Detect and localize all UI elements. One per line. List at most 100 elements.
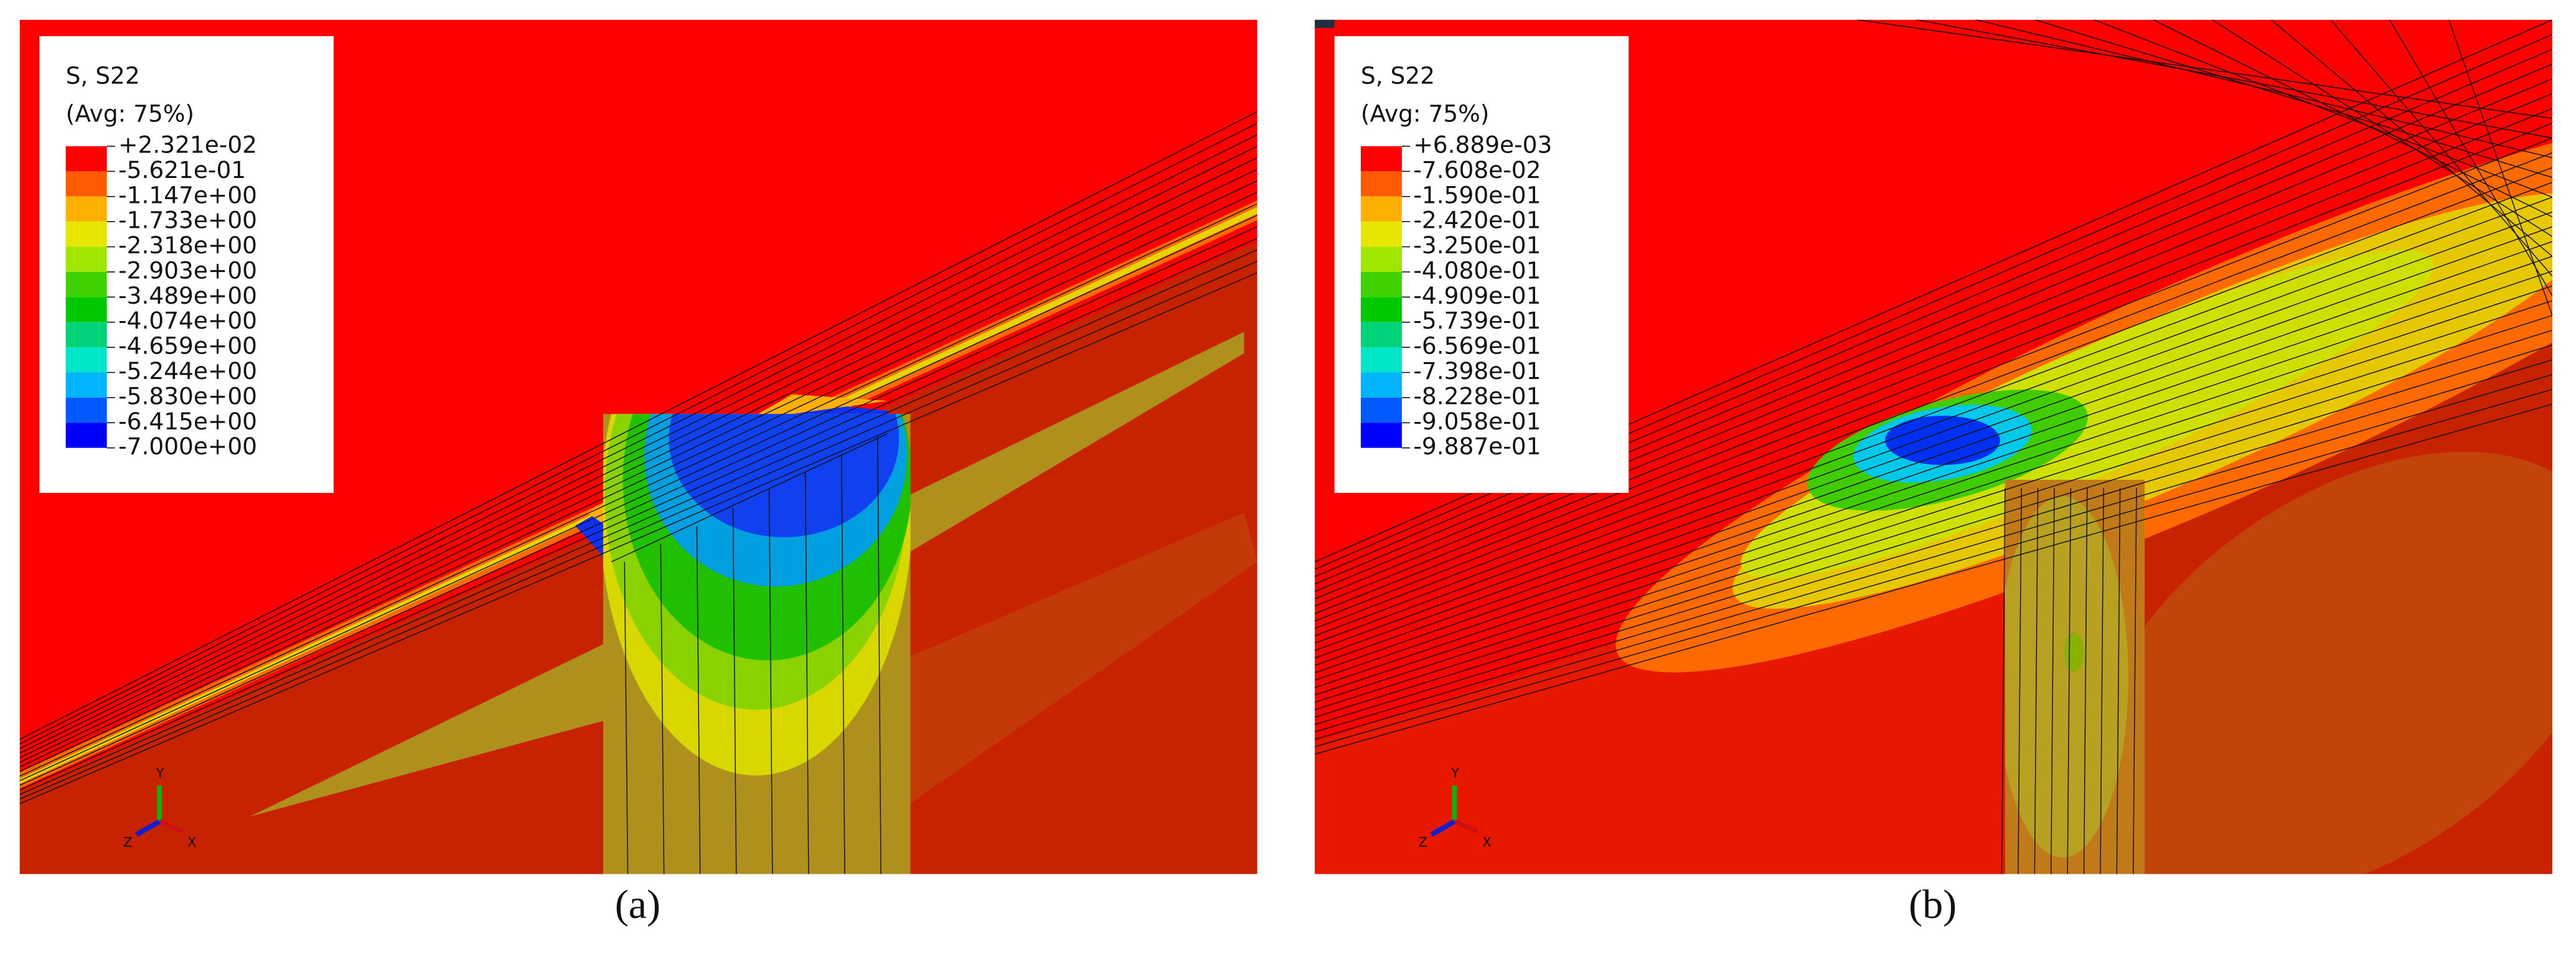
- legend-swatch: [65, 297, 107, 322]
- mesh-line: [19, 272, 1257, 805]
- legend-label: -5.244e+00: [118, 357, 257, 385]
- mesh-line: [877, 435, 881, 874]
- legend-swatch: [1360, 347, 1402, 373]
- legend-swatch: [1360, 246, 1402, 272]
- legend-swatch: [65, 196, 107, 222]
- legend-swatch: [65, 322, 107, 348]
- triad-label-x: X: [187, 834, 196, 849]
- panel-b: S, S22 (Avg: 75%) +6.889e-03-7.608e-02-1.5…: [1315, 19, 2552, 927]
- legend-label: +2.321e-02: [118, 131, 257, 158]
- mesh-line: [1315, 197, 2552, 652]
- legend-label: -1.147e+00: [118, 181, 257, 208]
- mesh-line: [19, 157, 1257, 759]
- triad-z: [135, 819, 161, 837]
- mesh-line: [1315, 329, 2552, 718]
- legend-label: -9.058e-01: [1413, 408, 1541, 435]
- legend-label: -3.489e+00: [118, 282, 257, 309]
- legend-swatch: [65, 146, 107, 172]
- mesh-line: [696, 525, 701, 874]
- mesh-line: [19, 249, 1257, 795]
- mesh-line: [1315, 211, 2552, 659]
- legend: S, S22 (Avg: 75%) +2.321e-02-5.621e-01-1.1…: [39, 36, 334, 494]
- legend-label: -4.080e-01: [1413, 256, 1541, 284]
- legend-swatch: [65, 271, 107, 297]
- legend-label: -7.398e-01: [1413, 357, 1541, 385]
- triad-x: [1453, 819, 1478, 834]
- mesh-line: [1315, 123, 2552, 614]
- mesh-line: [19, 169, 1257, 763]
- mesh-line: [1315, 403, 2552, 755]
- mesh-line: [768, 489, 773, 874]
- mesh-line: [19, 123, 1257, 745]
- mesh-line: [2067, 488, 2072, 874]
- legend-swatch: [1360, 196, 1402, 222]
- mesh-line: [2153, 19, 2552, 218]
- legend-swatch: [1360, 271, 1402, 297]
- contour-plot: [1315, 19, 2552, 874]
- mesh-line: [1315, 138, 2552, 622]
- contour-plot: [19, 19, 1257, 874]
- legend-label: -4.909e-01: [1413, 282, 1541, 309]
- mesh-line: [2018, 488, 2022, 874]
- legend-title: S, S22: [66, 62, 140, 90]
- legend-label: -1.733e+00: [118, 207, 257, 234]
- legend-label: -7.000e+00: [118, 433, 257, 460]
- legend-label: -5.621e-01: [118, 156, 246, 184]
- mesh-line: [1315, 63, 2552, 585]
- triad-label-y: Y: [156, 765, 164, 780]
- legend-swatch: [1360, 222, 1402, 247]
- legend-label: -6.569e-01: [1413, 332, 1541, 360]
- panel-a: S, S22 (Avg: 75%) +2.321e-02-5.621e-01-1.1…: [19, 19, 1257, 927]
- mesh-line: [2050, 488, 2055, 874]
- mesh-line: [19, 146, 1257, 754]
- axis-triad: Y Z X: [1418, 765, 1491, 849]
- mesh-line: [1315, 182, 2552, 644]
- caption: (a): [615, 882, 660, 927]
- mesh-line: [1315, 389, 2552, 747]
- mesh-line: [2034, 19, 2552, 178]
- legend-swatch: [1360, 171, 1402, 197]
- triad-label-z: Z: [1418, 834, 1427, 849]
- legend-swatch: [1360, 322, 1402, 348]
- mesh-line: [1315, 167, 2552, 637]
- mesh-line: [1315, 285, 2552, 696]
- mesh-line: [19, 203, 1257, 777]
- triad-label-z: Z: [123, 834, 132, 849]
- mesh-line: [1315, 108, 2552, 607]
- legend-label: -2.420e-01: [1413, 207, 1541, 234]
- mesh-line: [611, 433, 888, 563]
- legend-swatch: [65, 423, 107, 448]
- mesh-line: [2389, 19, 2552, 296]
- mesh-line: [19, 192, 1257, 772]
- legend-swatch: [1360, 146, 1402, 172]
- mesh-line: [19, 226, 1257, 786]
- legend-swatch: [65, 372, 107, 398]
- mesh-line: [1315, 226, 2552, 666]
- legend-label: -8.228e-01: [1413, 382, 1541, 409]
- mesh-line: [732, 507, 737, 874]
- mesh-line: [2448, 19, 2552, 316]
- legend-label: -4.659e+00: [118, 332, 257, 360]
- legend-label: -5.739e-01: [1413, 307, 1541, 334]
- mesh-line: [624, 561, 629, 874]
- legend-swatch: [65, 171, 107, 197]
- legend-swatch: [65, 222, 107, 247]
- legend-swatch: [1360, 297, 1402, 322]
- mesh-line: [2212, 19, 2552, 237]
- mesh-line: [1315, 152, 2552, 629]
- mesh-line: [660, 543, 665, 874]
- legend-swatch: [65, 397, 107, 423]
- legend-label: +6.889e-03: [1413, 131, 1552, 158]
- legend-label: -2.903e+00: [118, 256, 257, 284]
- mesh-line: [1315, 78, 2552, 592]
- legend-swatch: [65, 347, 107, 373]
- mesh-line: [19, 261, 1257, 800]
- legend-label: -2.318e+00: [118, 232, 257, 259]
- legend-label: -3.250e-01: [1413, 232, 1541, 259]
- legend-swatch: [1360, 423, 1402, 448]
- legend-label: -4.074e+00: [118, 307, 257, 334]
- mesh-line: [2034, 488, 2039, 874]
- mesh-line: [1315, 241, 2552, 673]
